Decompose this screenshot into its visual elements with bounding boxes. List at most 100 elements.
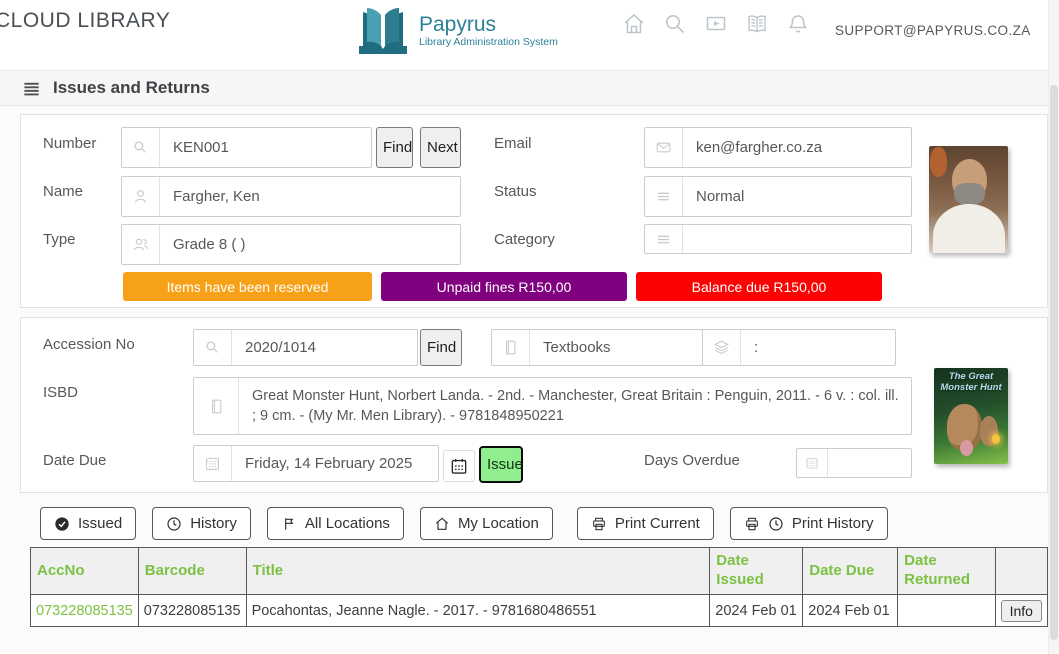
view-toolbar: Issued History All Locations My Location… (40, 507, 1048, 540)
member-number-field: KEN001 (121, 127, 372, 168)
row-accno-link[interactable]: 073228085135 (30, 594, 139, 627)
calendar-icon (797, 449, 828, 477)
member-status-input[interactable]: Normal (696, 188, 745, 205)
member-email-field: ken@fargher.co.za (644, 127, 912, 168)
catalog-icon[interactable] (745, 12, 769, 36)
printer-icon (592, 517, 605, 530)
calendar-picker-button[interactable] (443, 450, 475, 482)
email-icon (645, 128, 683, 167)
member-type-field: Grade 8 ( ) (121, 224, 461, 265)
logo-text: Papyrus Library Administration System (419, 12, 558, 48)
collection-field: Textbooks (491, 329, 703, 366)
days-overdue-label: Days Overdue (644, 452, 740, 469)
issued-items-table: AccNo Barcode Title Date Issued Date Due… (30, 547, 1049, 627)
accession-no-label: Accession No (43, 336, 135, 353)
row-actions-cell: Info (994, 594, 1049, 627)
search-icon[interactable] (663, 12, 687, 36)
papyrus-logo: Papyrus Library Administration System (355, 6, 558, 56)
photo-background-detail (930, 147, 947, 177)
col-barcode: Barcode (137, 547, 247, 595)
row-date-returned (897, 594, 996, 627)
isbd-field: Great Monster Hunt, Norbert Landa. - 2nd… (193, 377, 912, 435)
col-title: Title (245, 547, 711, 595)
days-overdue-input[interactable] (828, 449, 911, 477)
row-barcode: 073228085135 (137, 594, 247, 627)
date-due-field: Friday, 14 February 2025 (193, 445, 439, 482)
info-button[interactable]: Info (1000, 599, 1042, 622)
account-menu[interactable]: SUPPORT@PAPYRUS.CO.ZA (835, 20, 1059, 40)
menu-lines-icon[interactable] (22, 79, 41, 98)
find-item-button[interactable]: Find (420, 329, 462, 366)
member-type-input[interactable]: Grade 8 ( ) (173, 236, 246, 253)
flag-icon (284, 517, 294, 530)
member-name-field: Fargher, Ken (121, 176, 461, 217)
book-cover-title: The Great Monster Hunt (940, 371, 1002, 393)
member-photo (929, 146, 1008, 253)
person-icon (122, 177, 160, 216)
book-cover-image: The Great Monster Hunt (934, 368, 1008, 464)
date-due-input[interactable]: Friday, 14 February 2025 (245, 455, 413, 472)
top-nav-icons (622, 12, 810, 36)
history-tab-button[interactable]: History (152, 507, 251, 540)
find-member-button[interactable]: Find (376, 127, 413, 168)
book-icon (492, 330, 530, 365)
member-status-field: Normal (644, 176, 912, 217)
days-overdue-field (796, 448, 912, 478)
scrollbar-thumb[interactable] (1050, 85, 1058, 640)
photo-beard (954, 183, 985, 206)
account-email: SUPPORT@PAPYRUS.CO.ZA (835, 22, 1031, 38)
collection-input[interactable]: Textbooks (543, 339, 611, 356)
row-title: Pocahontas, Jeanne Nagle. - 2017. - 9781… (245, 594, 711, 627)
isbd-label: ISBD (43, 384, 79, 401)
vertical-scrollbar[interactable] (1048, 0, 1059, 654)
check-circle-icon (55, 516, 69, 531)
site-title: CLOUD LIBRARY (0, 9, 171, 32)
row-date-issued: 2024 Feb 01 (709, 594, 804, 627)
print-current-button[interactable]: Print Current (576, 507, 714, 540)
page-title: Issues and Returns (53, 78, 210, 97)
screen-share-icon[interactable] (704, 12, 728, 36)
all-locations-button[interactable]: All Locations (266, 507, 404, 540)
issue-button[interactable]: Issue (479, 446, 523, 483)
accession-no-input[interactable]: 2020/1014 (245, 339, 316, 356)
status-label: Status (494, 183, 537, 200)
top-bar: CLOUD LIBRARY Papyrus Library Administra… (0, 0, 1059, 70)
issued-tab-button[interactable]: Issued (40, 507, 137, 540)
home-icon (435, 517, 448, 530)
type-label: Type (43, 231, 76, 248)
col-date-returned: Date Returned (897, 547, 996, 595)
member-category-field (644, 224, 912, 254)
member-email-input[interactable]: ken@fargher.co.za (696, 139, 823, 156)
home-icon[interactable] (622, 12, 646, 36)
layers-icon (703, 330, 741, 365)
copies-input[interactable]: : (754, 339, 759, 356)
book-icon (194, 378, 239, 434)
clock-icon (167, 516, 181, 531)
accession-no-field: 2020/1014 (193, 329, 418, 366)
notifications-icon[interactable] (786, 12, 810, 36)
col-actions (994, 547, 1049, 595)
open-book-logo-icon (359, 8, 407, 54)
number-label: Number (43, 135, 97, 152)
my-location-button[interactable]: My Location (419, 507, 553, 540)
balance-due-badge: Balance due R150,00 (636, 272, 882, 301)
calendar-icon (194, 446, 232, 481)
member-name-input[interactable]: Fargher, Ken (173, 188, 260, 205)
next-member-button[interactable]: Next (420, 127, 461, 168)
table-header-row: AccNo Barcode Title Date Issued Date Due… (30, 547, 1049, 595)
table-row: 073228085135 073228085135 Pocahontas, Je… (30, 594, 1049, 627)
print-history-button[interactable]: Print History (729, 507, 888, 540)
photo-body (933, 204, 1005, 253)
clock-icon (769, 516, 783, 531)
member-category-input[interactable] (683, 225, 911, 253)
member-number-input[interactable]: KEN001 (173, 139, 229, 156)
item-panel: Accession No 2020/1014 Find Textbooks : … (20, 317, 1048, 493)
col-accno: AccNo (30, 547, 139, 595)
logo-title: Papyrus (419, 12, 497, 36)
copies-field: : (702, 329, 896, 366)
col-date-due: Date Due (802, 547, 899, 595)
member-panel: Number KEN001 Find Next Name Fargher, Ke… (20, 114, 1048, 308)
email-label: Email (494, 135, 532, 152)
unpaid-fines-badge: Unpaid fines R150,00 (381, 272, 627, 301)
